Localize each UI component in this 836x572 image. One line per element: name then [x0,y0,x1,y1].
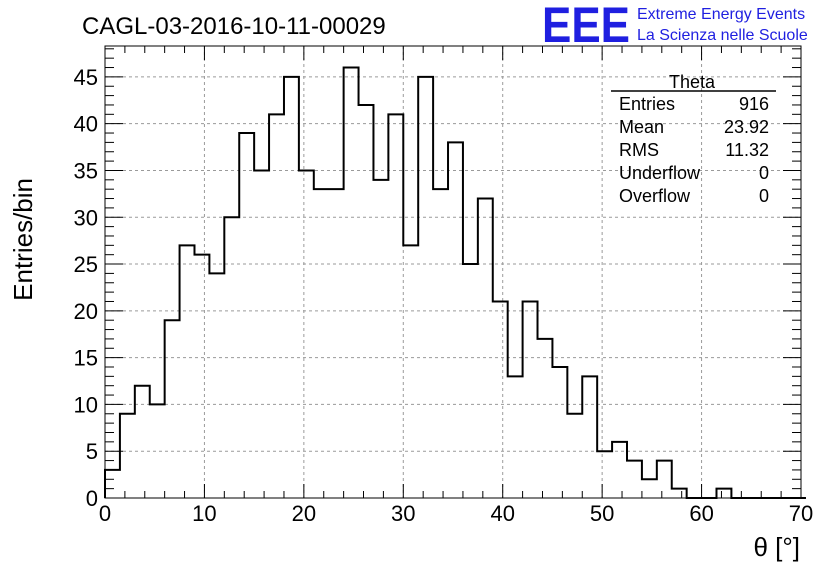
grid-lines [105,46,801,498]
histogram-bin [657,461,672,498]
histogram-bin [418,77,433,498]
histogram-bin [448,142,463,498]
x-tick-labels: 0 10 20 30 40 50 60 70 [99,501,813,526]
histogram-bin [314,189,329,498]
y-tick-label: 45 [74,65,98,90]
stats-value: 0 [759,163,769,183]
stats-value: 23.92 [724,117,769,137]
histogram-bin [597,451,612,498]
y-tick-labels: 0 5 10 15 20 25 30 35 40 45 [74,65,98,511]
x-tick-label: 0 [99,501,111,526]
y-tick-label: 35 [74,158,98,183]
y-tick-label: 20 [74,299,98,324]
histogram-bin [672,489,687,498]
histogram-bin [329,189,344,498]
histogram-bin [299,170,314,498]
y-tick-label: 40 [74,112,98,137]
x-tick-label: 10 [192,501,216,526]
y-tick-label: 15 [74,346,98,371]
histogram-bin [150,404,165,498]
x-tick-label: 40 [490,501,514,526]
histogram-bin [433,189,448,498]
x-axis-title: θ [°] [753,532,800,562]
logo-line-1: Extreme Energy Events [637,6,805,23]
histogram-bin [120,414,135,498]
stats-value: 0 [759,186,769,206]
histogram-bin [567,414,582,498]
stats-label: Mean [619,117,664,137]
histogram-bin [388,114,403,498]
histogram-bin [135,386,150,498]
histogram-line [104,66,806,499]
logo-line-2: La Scienza nelle Scuole [637,27,808,44]
histogram-bin [627,461,642,498]
axis-ticks [104,46,802,499]
histogram-bin [269,114,284,498]
histogram-bin [105,470,120,498]
histogram-bin [344,68,359,498]
x-tick-label: 70 [789,501,813,526]
chart-title: CAGL-03-2016-10-11-00029 [82,13,386,40]
x-tick-label: 30 [391,501,415,526]
histogram-bin [194,255,209,498]
histogram-bin [254,170,269,498]
histogram-bin [359,105,374,498]
x-tick-label: 20 [292,501,316,526]
histogram-bin [716,489,731,498]
stats-label: Overflow [619,186,691,206]
histogram-bin [463,264,478,498]
y-tick-label: 10 [74,392,98,417]
histogram-bin [180,245,195,498]
stats-value: 11.32 [725,140,769,160]
y-tick-label: 5 [86,439,98,464]
stats-title: Theta [669,72,716,92]
histogram-bin [373,180,388,498]
histogram-bin [239,133,254,498]
stats-value: 916 [739,94,769,114]
x-tick-label: 50 [590,501,614,526]
y-tick-label: 25 [74,252,98,277]
histogram-bin [165,320,180,498]
histogram-bin [209,273,224,498]
y-tick-label: 0 [86,486,98,511]
stats-label: Underflow [619,163,701,183]
y-tick-label: 30 [74,205,98,230]
stats-label: RMS [619,140,659,160]
histogram-bin [478,199,493,498]
histogram-bin [552,367,567,498]
histogram-bin [508,376,523,498]
histogram-bin [642,479,657,498]
histogram-series [104,66,806,499]
histogram-bin [582,376,597,498]
histogram-bin [493,301,508,498]
stats-box: Theta Entries 916 Mean 23.92 RMS 11.32 Underfl… [611,72,776,206]
histogram-bin [224,217,239,498]
histogram-bin [612,442,627,498]
eee-logo: EEE Extreme Energy Events La Scienza nel… [542,0,808,53]
histogram-bin [403,245,418,498]
x-tick-label: 60 [689,501,713,526]
histogram-bin [523,301,538,498]
plot-frame [104,45,802,499]
stats-label: Entries [619,94,675,114]
y-axis-title: Entries/bin [8,178,38,301]
histogram-bin [538,339,553,498]
histogram-bin [284,77,299,498]
logo-mark: EEE [542,0,630,53]
